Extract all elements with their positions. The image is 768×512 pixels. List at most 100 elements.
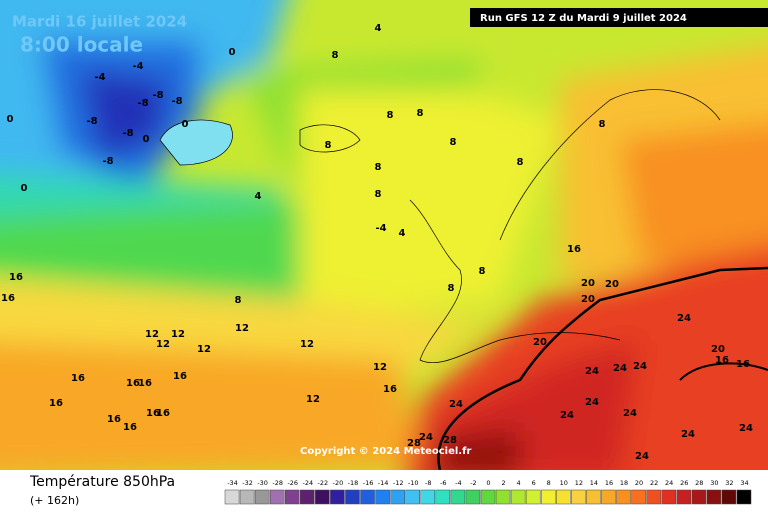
contour-label: 16 bbox=[146, 408, 160, 419]
run-info: Run GFS 12 Z du Mardi 9 juillet 2024 bbox=[480, 13, 687, 24]
legend-swatch bbox=[420, 489, 436, 505]
legend-tick: 26 bbox=[680, 479, 688, 487]
legend-swatch bbox=[525, 489, 541, 505]
contour-label: 16 bbox=[126, 378, 140, 389]
legend-swatch bbox=[269, 489, 285, 505]
legend-tick: -18 bbox=[348, 479, 359, 487]
legend-tick: 30 bbox=[710, 479, 718, 487]
legend-swatch bbox=[616, 489, 631, 505]
contour-label: -8 bbox=[122, 128, 133, 139]
legend-swatch bbox=[706, 489, 722, 505]
contour-label: 16 bbox=[736, 359, 750, 370]
legend-swatch bbox=[661, 489, 676, 505]
valid-date: Mardi 16 juillet 2024 bbox=[12, 13, 187, 31]
contour-label: -8 bbox=[137, 98, 148, 109]
legend-tick: -12 bbox=[393, 479, 404, 487]
legend-swatch bbox=[315, 489, 330, 505]
legend-tick: -32 bbox=[242, 479, 253, 487]
legend-swatch bbox=[360, 489, 375, 505]
legend-swatch bbox=[646, 489, 661, 505]
legend-tick: 8 bbox=[547, 479, 551, 487]
contour-label: -8 bbox=[152, 90, 163, 101]
contour-label: 28 bbox=[443, 435, 457, 446]
legend-tick: -16 bbox=[363, 479, 374, 487]
contour-label: 12 bbox=[373, 362, 387, 373]
contour-label: 16 bbox=[567, 244, 581, 255]
legend-tick: -8 bbox=[425, 479, 431, 487]
contour-label: -8 bbox=[171, 96, 182, 107]
legend-tick: 28 bbox=[695, 479, 703, 487]
legend-swatch bbox=[224, 489, 240, 505]
legend-tick: 2 bbox=[501, 479, 505, 487]
contour-label: -4 bbox=[94, 72, 105, 83]
contour-label: 16 bbox=[715, 355, 729, 366]
legend-tick: 12 bbox=[575, 479, 583, 487]
legend-tick: -22 bbox=[318, 479, 329, 487]
contour-label: -8 bbox=[86, 116, 97, 127]
contour-label: 16 bbox=[173, 371, 187, 382]
contour-label: 12 bbox=[197, 344, 211, 355]
legend-tick: 20 bbox=[635, 479, 643, 487]
contour-label: 24 bbox=[623, 408, 637, 419]
contour-label: 12 bbox=[300, 339, 314, 350]
legend-swatch bbox=[736, 489, 752, 505]
legend-swatch bbox=[495, 489, 511, 505]
contour-label: 16 bbox=[49, 398, 63, 409]
legend-tick: -2 bbox=[470, 479, 476, 487]
legend-tick: -34 bbox=[227, 479, 238, 487]
legend-swatch bbox=[330, 489, 345, 505]
contour-label: 24 bbox=[635, 451, 649, 462]
legend-swatch bbox=[450, 489, 466, 505]
contour-label: 8 bbox=[599, 119, 606, 130]
run-banner bbox=[470, 8, 768, 27]
contour-label: 24 bbox=[419, 432, 433, 443]
contour-label: -8 bbox=[102, 156, 113, 167]
contour-label: 24 bbox=[585, 397, 599, 408]
contour-label: 24 bbox=[739, 423, 753, 434]
contour-label: 0 bbox=[21, 183, 28, 194]
legend-swatch bbox=[691, 489, 707, 505]
copyright: Copyright © 2024 Meteociel.fr bbox=[300, 446, 471, 457]
contour-label: 24 bbox=[677, 313, 691, 324]
footer-lead: (+ 162h) bbox=[30, 494, 79, 507]
contour-label: 24 bbox=[560, 410, 574, 421]
contour-label: 16 bbox=[9, 272, 23, 283]
contour-label: 4 bbox=[375, 23, 382, 34]
legend-tick: -4 bbox=[455, 479, 461, 487]
legend-swatch bbox=[601, 489, 616, 505]
legend-tick: -28 bbox=[272, 479, 283, 487]
contour-label: 4 bbox=[399, 228, 406, 239]
legend-swatch bbox=[586, 489, 601, 505]
contour-label: 8 bbox=[450, 137, 457, 148]
legend-swatch bbox=[284, 489, 300, 505]
legend-tick: -24 bbox=[303, 479, 314, 487]
contour-label: 0 bbox=[7, 114, 14, 125]
contour-label: 8 bbox=[517, 157, 524, 168]
contour-label: 20 bbox=[533, 337, 547, 348]
legend-tick: 0 bbox=[486, 479, 490, 487]
legend-tick: 18 bbox=[620, 479, 628, 487]
legend-swatch bbox=[510, 489, 526, 505]
contour-label: 8 bbox=[479, 266, 486, 277]
contour-label: -4 bbox=[375, 223, 386, 234]
contour-label: 4 bbox=[255, 191, 262, 202]
contour-label: 8 bbox=[387, 110, 394, 121]
legend-swatch bbox=[390, 489, 405, 505]
legend-tick: 14 bbox=[590, 479, 598, 487]
legend-tick: 22 bbox=[650, 479, 658, 487]
contour-label: 24 bbox=[613, 363, 627, 374]
contour-label: 20 bbox=[605, 279, 619, 290]
color-legend: -34 -32 -30 -28 -26 -24 -22 -20 -18 -16 -14 -12 -10-… bbox=[224, 479, 752, 505]
contour-label: 12 bbox=[156, 339, 170, 350]
legend-tick: -20 bbox=[333, 479, 344, 487]
legend-tick: 24 bbox=[665, 479, 673, 487]
contour-label: 12 bbox=[306, 394, 320, 405]
legend-tick: 10 bbox=[560, 479, 568, 487]
legend-swatch bbox=[676, 489, 692, 505]
legend-tick: -10 bbox=[408, 479, 419, 487]
legend-tick: -14 bbox=[378, 479, 389, 487]
footer-title: Température 850hPa bbox=[29, 474, 175, 490]
legend-swatch bbox=[345, 489, 360, 505]
